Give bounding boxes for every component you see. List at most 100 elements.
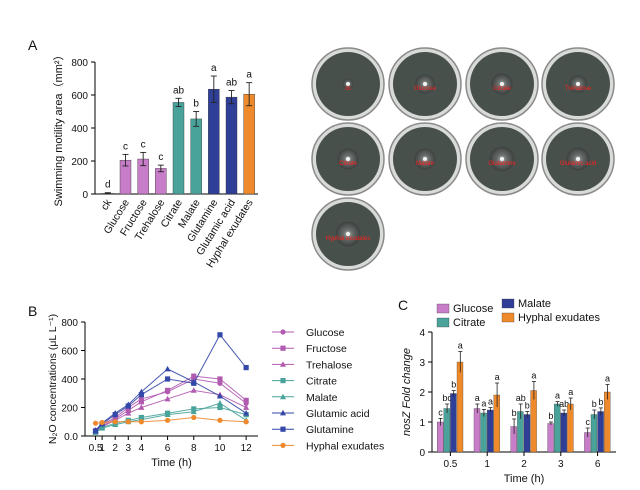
petri-dish-label: Hyphal exudates <box>326 236 371 242</box>
significance-letter-a: d <box>105 180 111 191</box>
y-tick-label-c: 2 <box>419 388 425 399</box>
bar-c <box>473 408 481 453</box>
significance-letter-c: a <box>568 387 573 397</box>
inoculation-point <box>500 82 504 86</box>
petri-dish-label: Citrate <box>339 161 357 167</box>
y-tick-label-a: 600 <box>71 91 88 102</box>
data-point-b <box>138 404 145 410</box>
significance-letter-a: ab <box>226 78 238 89</box>
panel-label-b: B <box>28 303 37 319</box>
significance-letter-c: a <box>495 372 500 382</box>
petri-dish-label: ck <box>345 86 352 92</box>
panel-label-c: C <box>398 297 408 313</box>
x-tick-label-a: ck <box>99 197 115 213</box>
y-tick-label-b: 800 <box>61 318 78 329</box>
bar-a <box>190 118 202 195</box>
inoculation-point <box>423 157 427 161</box>
bar-a <box>155 168 167 195</box>
legend-label-c: Hyphal exudates <box>518 312 600 324</box>
data-point-b <box>217 380 223 386</box>
legend-swatch-c <box>436 317 450 328</box>
data-point-b <box>243 410 250 416</box>
data-point-b <box>191 380 197 386</box>
data-point-b <box>164 411 171 418</box>
y-tick-label-b: 600 <box>61 347 78 358</box>
data-point-b <box>216 400 223 406</box>
legend-label-b: Hyphal exudates <box>306 440 384 452</box>
bar-c <box>523 414 531 453</box>
bar-c <box>530 390 537 453</box>
data-point-b <box>216 392 223 399</box>
x-tick-label-b: 8 <box>191 443 197 454</box>
data-point-b <box>217 376 223 382</box>
petri-dish-label: Trehalose <box>565 86 592 92</box>
significance-letter-c: a <box>555 391 560 401</box>
data-point-b <box>138 392 144 398</box>
significance-letter-c: ab <box>559 399 569 409</box>
data-point-b <box>112 419 118 425</box>
series-line-b <box>95 368 247 431</box>
x-tick-label-c: 1 <box>484 459 490 470</box>
significance-letter-a: a <box>211 63 217 74</box>
legend-marker-b <box>280 426 286 432</box>
x-tick-label-b: 2 <box>112 443 118 454</box>
x-tick-label-b: 0.5 <box>89 443 103 454</box>
data-point-b <box>190 387 197 393</box>
data-point-b <box>99 424 106 431</box>
significance-letter-a: ab <box>173 85 185 96</box>
significance-letter-c: b <box>525 401 530 411</box>
x-tick-label-b: 4 <box>139 443 145 454</box>
legend-label-b: Glucose <box>306 327 345 339</box>
significance-letter-a: b <box>193 99 199 110</box>
significance-letter-c: ab <box>516 393 526 403</box>
panel-label-a: A <box>28 37 38 53</box>
petri-dish-label: Glutamic acid <box>560 161 596 167</box>
significance-letter-c: bc <box>442 393 452 403</box>
legend-label-c: Malate <box>518 298 551 310</box>
legend-marker-b <box>280 361 286 367</box>
data-point-b <box>191 373 197 379</box>
significance-letter-a: c <box>123 141 128 152</box>
x-tick-label-c: 6 <box>595 459 601 470</box>
data-point-b <box>92 428 99 434</box>
data-point-b <box>138 419 144 425</box>
data-point-b <box>92 420 99 426</box>
bar-a <box>243 93 255 195</box>
data-point-b <box>112 412 118 418</box>
significance-letter-a: a <box>246 70 252 81</box>
bar-c <box>443 408 450 453</box>
bar-a <box>172 102 185 195</box>
legend-marker-b <box>280 378 286 384</box>
significance-letter-c: a <box>488 397 493 407</box>
x-tick-label-c: 0.5 <box>443 459 457 470</box>
bar-c <box>437 421 444 453</box>
legend-label-b: Trehalose <box>306 359 352 371</box>
y-tick-label-a: 200 <box>71 157 88 168</box>
inoculation-point <box>500 157 504 161</box>
y-tick-label-a: 800 <box>71 58 88 69</box>
legend-label-b: Glutamic acid <box>306 408 370 420</box>
legend-marker-b <box>280 409 286 416</box>
data-point-b <box>243 404 250 410</box>
y-tick-label-c: 4 <box>419 328 425 339</box>
x-axis-label-b: Time (h) <box>151 457 192 469</box>
bar-c <box>554 403 561 453</box>
x-tick-label-c: 3 <box>558 459 564 470</box>
significance-letter-a: c <box>141 139 146 150</box>
bar-c <box>590 414 598 453</box>
legend-label-b: Fructose <box>306 343 347 355</box>
x-tick-label-b: 1 <box>99 443 105 454</box>
y-axis-label-a: Swimming motility area（mm²） <box>52 49 65 206</box>
data-point-b <box>138 399 144 405</box>
data-point-b <box>217 332 223 338</box>
y-tick-label-b: 200 <box>61 404 78 415</box>
legend-label-c: Citrate <box>453 317 485 329</box>
data-point-b <box>243 397 249 403</box>
legend-swatch-c <box>501 298 515 309</box>
legend-swatch-c <box>436 303 450 314</box>
y-axis-label-c: nosZ Fold change <box>401 348 413 436</box>
inoculation-point <box>576 82 580 86</box>
significance-letter-c: b <box>512 408 517 418</box>
